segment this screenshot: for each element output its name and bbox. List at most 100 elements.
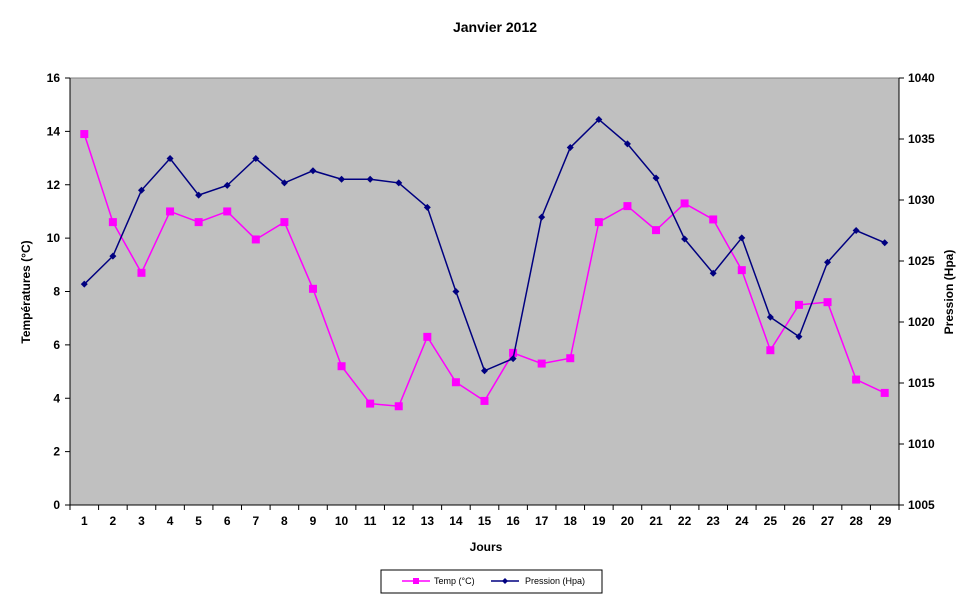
pressure-point — [824, 258, 832, 266]
plot-area — [69, 77, 900, 506]
x-tick-label: 19 — [592, 514, 606, 528]
x-tick-label: 18 — [564, 514, 578, 528]
left-tick-label: 12 — [47, 178, 61, 192]
left-tick-label: 10 — [47, 231, 61, 245]
pressure-point — [80, 280, 88, 288]
left-axis: 0 2 4 6 8 10 12 14 16 — [47, 71, 71, 512]
x-axis-label: Jours — [470, 540, 503, 554]
temperature-point — [423, 332, 432, 341]
x-tick-label: 15 — [478, 514, 492, 528]
legend-temperature-label: Temp (°C) — [434, 576, 475, 586]
pressure-point — [166, 155, 174, 163]
x-tick-label: 6 — [224, 514, 231, 528]
x-tick-label: 28 — [849, 514, 863, 528]
pressure-point — [709, 269, 717, 277]
pressure-point — [766, 313, 774, 321]
temperature-point — [594, 218, 603, 227]
x-tick-label: 29 — [878, 514, 892, 528]
x-tick-label: 13 — [421, 514, 435, 528]
x-tick-label: 24 — [735, 514, 749, 528]
temperature-point — [137, 268, 146, 277]
temperature-point — [251, 235, 260, 244]
temperature-point — [709, 215, 718, 224]
temperature-point — [737, 266, 746, 275]
right-tick-label: 1020 — [908, 315, 935, 329]
right-tick-label: 1005 — [908, 498, 935, 512]
series-layer — [80, 115, 889, 411]
temperature-point — [852, 375, 861, 384]
pressure-point — [566, 144, 574, 152]
legend-pressure-marker — [502, 578, 508, 584]
pressure-point — [681, 235, 689, 243]
x-tick-label: 10 — [335, 514, 349, 528]
x-tick-label: 1 — [81, 514, 88, 528]
y-axis-left-label: Températures (°C) — [19, 240, 33, 343]
temperature-point — [223, 207, 232, 216]
temperature-point — [80, 130, 89, 139]
right-tick-label: 1030 — [908, 193, 935, 207]
x-tick-label: 2 — [110, 514, 117, 528]
left-tick-label: 14 — [47, 124, 61, 138]
temperature-point — [823, 298, 832, 307]
x-tick-label: 12 — [392, 514, 406, 528]
x-tick-label: 14 — [449, 514, 463, 528]
pressure-point — [280, 179, 288, 187]
left-tick-label: 8 — [53, 285, 60, 299]
right-tick-label: 1015 — [908, 376, 935, 390]
temperature-point — [366, 399, 375, 408]
pressure-point — [481, 367, 488, 375]
pressure-point — [338, 175, 346, 183]
temperature-point — [280, 218, 289, 227]
x-tick-label: 7 — [252, 514, 259, 528]
temperature-point — [194, 218, 203, 227]
left-tick-label: 6 — [53, 338, 60, 352]
pressure-point — [223, 181, 231, 189]
x-tick-label: 20 — [621, 514, 635, 528]
x-axis: 1 2 3 4 5 6 7 8 9 10 11 12 13 14 15 16 17 18 19 20 21 22 23 24 2… — [69, 504, 900, 528]
left-tick-label: 16 — [47, 71, 61, 85]
x-tick-label: 9 — [310, 514, 317, 528]
chart-title: Janvier 2012 — [453, 19, 537, 35]
temperature-point — [766, 346, 775, 355]
x-tick-label: 27 — [821, 514, 835, 528]
pressure-point — [509, 355, 517, 363]
pressure-point — [881, 239, 889, 247]
temperature-point — [308, 284, 317, 293]
x-tick-label: 11 — [364, 514, 377, 528]
pressure-point — [795, 333, 803, 341]
temperature-point — [394, 402, 403, 411]
pressure-point — [109, 252, 117, 260]
y-axis-right-label: Pression (Hpa) — [942, 250, 956, 335]
legend: Temp (°C) Pression (Hpa) — [380, 569, 603, 594]
x-tick-label: 3 — [138, 514, 145, 528]
x-tick-label: 17 — [535, 514, 549, 528]
temperature-point — [566, 354, 575, 363]
temperature-point — [680, 199, 689, 208]
x-tick-label: 5 — [195, 514, 202, 528]
right-tick-label: 1035 — [908, 132, 935, 146]
x-tick-label: 25 — [764, 514, 778, 528]
pressure-point — [452, 288, 460, 295]
x-tick-label: 23 — [707, 514, 721, 528]
x-tick-label: 26 — [792, 514, 806, 528]
x-tick-label: 21 — [649, 514, 663, 528]
temperature-point — [880, 388, 889, 397]
temperature-point — [509, 348, 518, 357]
pressure-point — [538, 213, 546, 221]
temperature-point — [166, 207, 175, 216]
temperature-point — [451, 378, 460, 387]
x-tick-label: 8 — [281, 514, 288, 528]
pressure-point — [852, 227, 860, 234]
pressure-point — [423, 203, 431, 211]
legend-temperature-marker — [413, 578, 419, 584]
x-tick-label: 4 — [167, 514, 174, 528]
left-tick-label: 4 — [53, 391, 60, 405]
pressure-point — [366, 175, 374, 183]
pressure-point — [652, 174, 660, 182]
temperature-point — [794, 300, 803, 309]
pressure-point — [252, 155, 260, 163]
x-tick-label: 16 — [506, 514, 520, 528]
left-tick-label: 0 — [53, 498, 60, 512]
legend-pressure-label: Pression (Hpa) — [525, 576, 585, 586]
